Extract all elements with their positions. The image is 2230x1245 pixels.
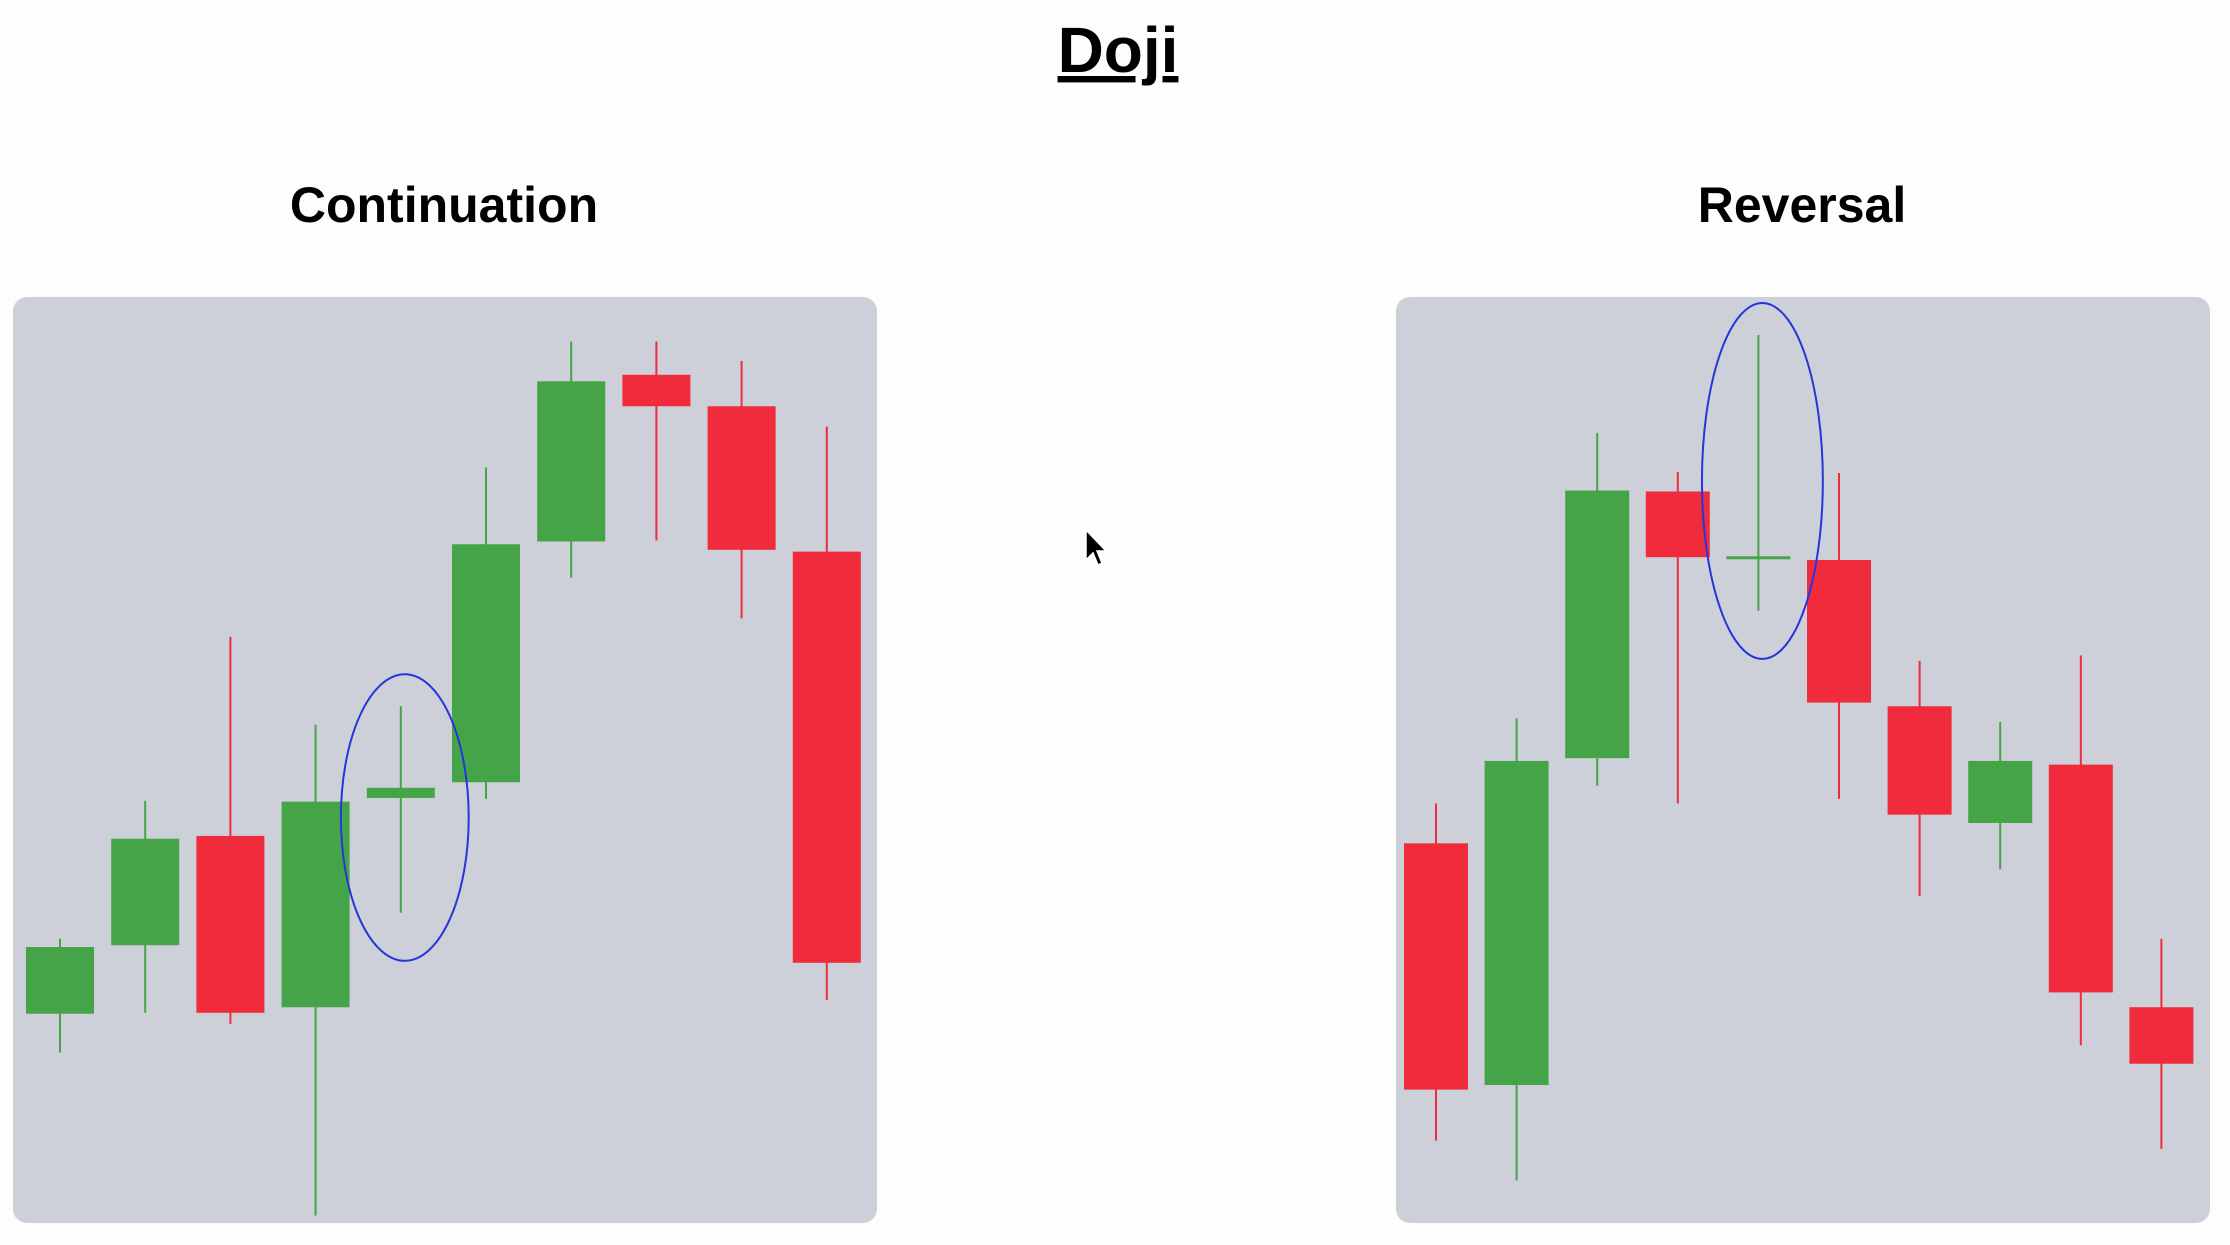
- candle-body: [537, 381, 606, 542]
- candle-body: [26, 947, 94, 1014]
- candle-body: [1968, 760, 2033, 823]
- candle-body: [281, 801, 350, 1008]
- candle-body: [111, 838, 180, 946]
- candle-body: [1807, 559, 1871, 703]
- candle-body: [792, 551, 861, 963]
- candle-body: [1565, 490, 1630, 759]
- candle-body: [196, 835, 265, 1013]
- candle-body: [452, 544, 520, 783]
- candle-body: [2048, 764, 2113, 993]
- candle-body: [1726, 556, 1791, 560]
- candle-body: [1645, 491, 1710, 558]
- candle-body: [366, 787, 435, 798]
- candle-body: [2129, 1007, 2194, 1064]
- page-title: Doji: [1058, 14, 1179, 86]
- candle-body: [1887, 706, 1952, 815]
- cursor: [1085, 528, 1108, 567]
- candle-body: [707, 406, 776, 550]
- chart-title: Continuation: [290, 177, 598, 233]
- candle-body: [622, 374, 691, 407]
- highlight-ellipse: [339, 673, 470, 962]
- highlight-ellipse: [1700, 301, 1824, 660]
- candle-body: [1484, 760, 1549, 1086]
- candle-body: [1404, 843, 1468, 1090]
- chart-title: Reversal: [1698, 177, 1907, 233]
